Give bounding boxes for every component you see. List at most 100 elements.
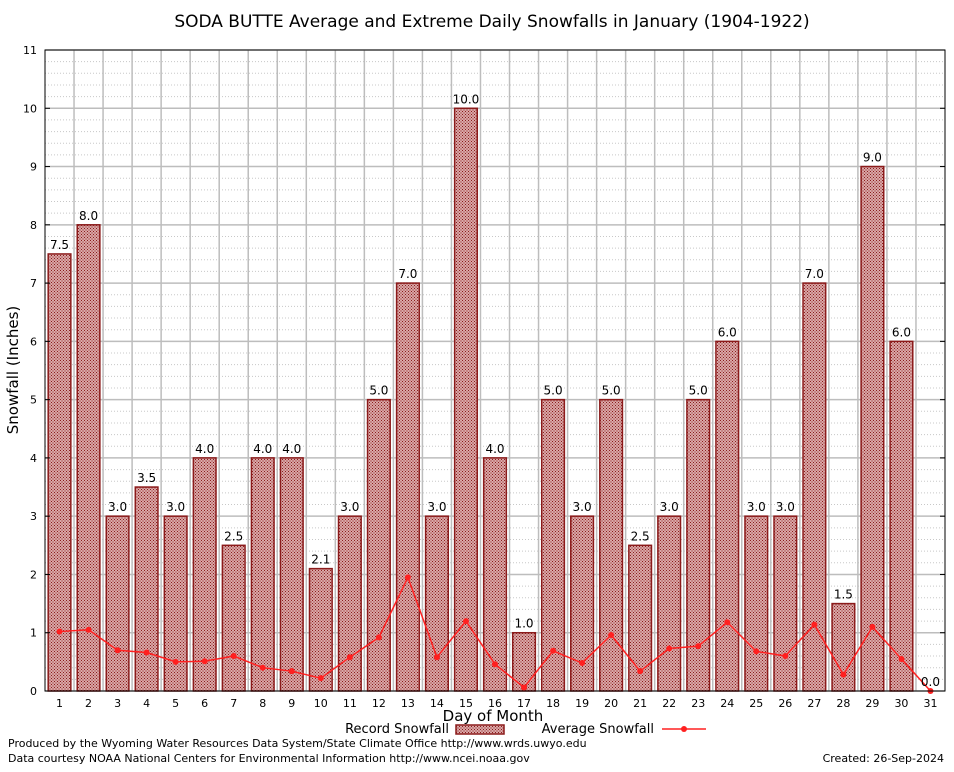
y-tick-label: 9: [30, 161, 37, 174]
bar-value-label: 5.0: [689, 384, 708, 398]
x-tick-label: 11: [343, 697, 357, 710]
legend: Record Snowfall Average Snowfall: [345, 722, 706, 737]
y-tick-label: 1: [30, 627, 37, 640]
bar-value-label: 1.0: [514, 617, 533, 631]
bar-value-label: 6.0: [892, 325, 911, 339]
average-point: [288, 668, 295, 675]
x-tick-label: 27: [807, 697, 821, 710]
y-tick-label: 11: [23, 44, 37, 57]
x-tick-label: 9: [288, 697, 295, 710]
record-bar: [773, 515, 798, 692]
record-bar: [657, 515, 682, 692]
bar-value-label: 4.0: [195, 442, 214, 456]
bar-value-label: 5.0: [544, 384, 563, 398]
record-bar: [599, 398, 624, 692]
y-tick-label: 3: [30, 510, 37, 523]
record-bar: [453, 107, 479, 692]
average-point: [840, 671, 847, 678]
x-tick-label: 13: [401, 697, 415, 710]
average-point: [433, 654, 440, 661]
footer-produced-by: Produced by the Wyoming Water Resources …: [8, 737, 587, 750]
x-tick-label: 28: [836, 697, 850, 710]
bar-value-label: 7.0: [398, 267, 417, 281]
bar-labels-layer: 7.5 8.0 3.0 3.5 3.0 4.0 2.5 4.0 4.0 2.1 3.0 5.0 7.0 3…: [50, 92, 940, 689]
bar-value-label: 8.0: [79, 209, 98, 223]
bar-value-label: 3.0: [108, 500, 127, 514]
bar-value-label: 7.0: [805, 267, 824, 281]
y-tick-label: 5: [30, 394, 37, 407]
x-tick-label: 26: [778, 697, 792, 710]
record-bar: [802, 282, 827, 692]
average-point: [259, 664, 266, 671]
average-point: [462, 618, 469, 625]
bar-value-label: 10.0: [453, 92, 480, 106]
average-point: [521, 684, 528, 691]
x-tick-label: 8: [259, 697, 266, 710]
y-tick-label: 7: [30, 277, 37, 290]
average-point: [724, 619, 731, 626]
x-tick-label: 19: [575, 697, 589, 710]
average-point: [753, 648, 760, 655]
x-tick-label: 1: [56, 697, 63, 710]
x-tick-label: 4: [143, 697, 150, 710]
average-point: [404, 574, 411, 581]
average-point: [375, 634, 382, 641]
average-point: [346, 654, 353, 661]
y-tick-label: 4: [30, 452, 37, 465]
legend-record-swatch: [455, 724, 505, 735]
bar-value-label: 2.1: [311, 553, 330, 567]
x-tick-label: 6: [201, 697, 208, 710]
y-axis-label: Snowfall (Inches): [4, 306, 22, 434]
bar-value-label: 5.0: [369, 384, 388, 398]
x-tick-label: 20: [604, 697, 618, 710]
chart-title: SODA BUTTE Average and Extreme Daily Sno…: [174, 12, 809, 32]
bar-value-label: 6.0: [718, 325, 737, 339]
average-point: [608, 632, 615, 639]
legend-record-label: Record Snowfall: [345, 722, 449, 737]
record-bar: [889, 340, 914, 692]
average-point: [85, 626, 92, 633]
average-point: [637, 668, 644, 675]
average-point: [898, 655, 905, 662]
footer-created: Created: 26-Sep-2024: [822, 752, 944, 765]
record-bar: [47, 253, 72, 692]
bar-value-label: 4.0: [253, 442, 272, 456]
x-tick-label: 21: [633, 697, 647, 710]
x-tick-label: 30: [894, 697, 908, 710]
average-point: [492, 661, 498, 668]
record-bar: [76, 224, 101, 692]
x-tick-label: 25: [749, 697, 763, 710]
bar-value-label: 2.5: [224, 529, 243, 543]
record-bar: [221, 544, 246, 692]
y-tick-label: 6: [30, 335, 37, 348]
y-tick-label: 0: [30, 685, 37, 698]
record-bar: [192, 457, 217, 692]
average-point: [811, 621, 818, 628]
legend-average-marker: [681, 726, 687, 732]
x-tick-label: 14: [430, 697, 444, 710]
y-tick-label: 2: [30, 568, 37, 581]
record-bar: [337, 515, 362, 692]
average-point: [869, 623, 876, 630]
average-point: [550, 647, 557, 654]
footer-courtesy: Data courtesy NOAA National Centers for …: [8, 752, 530, 765]
record-bar: [831, 602, 856, 692]
record-bar: [744, 515, 769, 692]
x-tick-label: 2: [85, 697, 92, 710]
record-bar: [105, 515, 130, 692]
x-axis-label: Day of Month: [443, 707, 544, 725]
x-tick-label: 31: [923, 697, 937, 710]
record-bar: [540, 398, 566, 692]
record-bar: [366, 398, 391, 692]
x-tick-label: 29: [865, 697, 879, 710]
bar-value-label: 3.0: [166, 500, 185, 514]
bar-value-label: 5.0: [602, 384, 621, 398]
record-bar: [279, 457, 304, 692]
x-tick-label: 18: [546, 697, 560, 710]
bar-value-label: 4.0: [485, 442, 504, 456]
average-point: [579, 660, 586, 667]
record-bar: [250, 457, 275, 692]
x-tick-label: 24: [720, 697, 734, 710]
